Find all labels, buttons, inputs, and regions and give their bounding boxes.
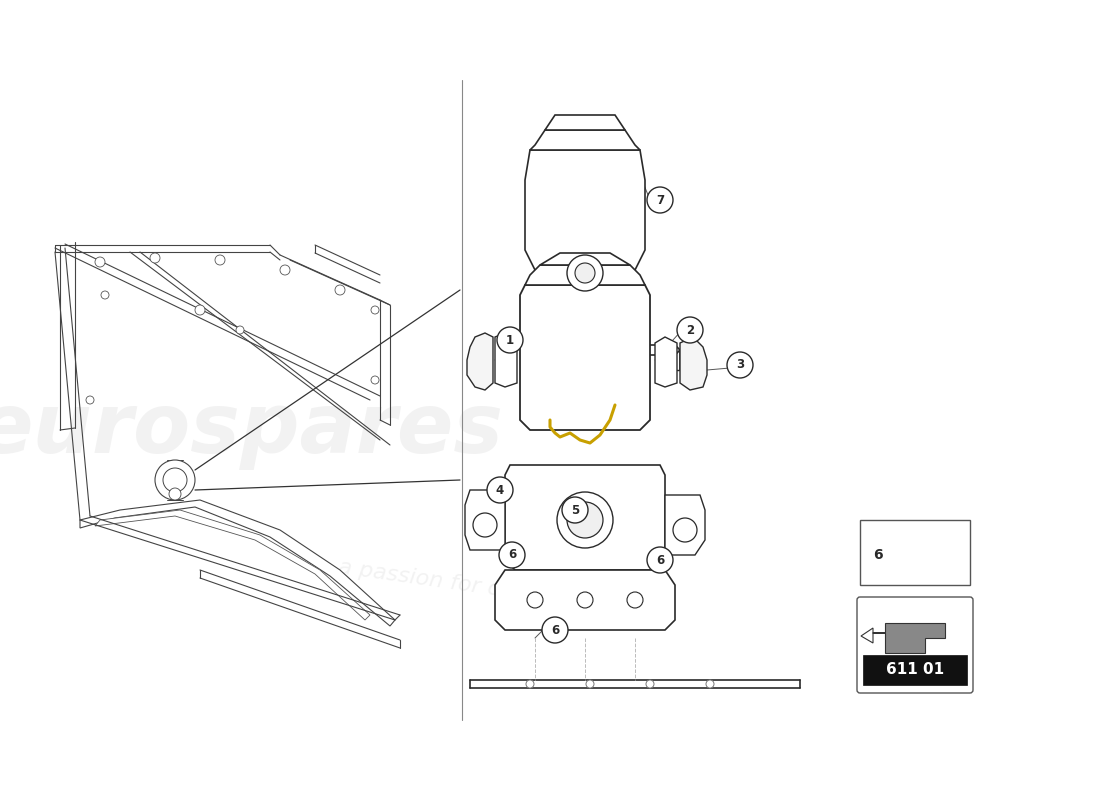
- Circle shape: [280, 265, 290, 275]
- Polygon shape: [468, 333, 493, 390]
- Text: a passion for cars since 1985: a passion for cars since 1985: [338, 558, 662, 622]
- Polygon shape: [680, 337, 707, 390]
- Text: 4: 4: [496, 483, 504, 497]
- Circle shape: [473, 513, 497, 537]
- Circle shape: [647, 547, 673, 573]
- Circle shape: [195, 305, 205, 315]
- Circle shape: [150, 253, 160, 263]
- Bar: [864, 655, 967, 685]
- Polygon shape: [540, 253, 630, 265]
- Text: 6: 6: [656, 554, 664, 566]
- Circle shape: [566, 255, 603, 291]
- Polygon shape: [525, 150, 645, 270]
- Circle shape: [557, 492, 613, 548]
- Circle shape: [336, 285, 345, 295]
- Polygon shape: [886, 623, 945, 653]
- Polygon shape: [465, 490, 505, 550]
- Circle shape: [727, 352, 754, 378]
- Circle shape: [487, 477, 513, 503]
- Polygon shape: [530, 130, 640, 150]
- Circle shape: [647, 187, 673, 213]
- Circle shape: [95, 257, 104, 267]
- Text: 3: 3: [736, 358, 744, 371]
- Text: 6: 6: [551, 623, 559, 637]
- Circle shape: [101, 291, 109, 299]
- Polygon shape: [95, 510, 370, 620]
- Polygon shape: [525, 265, 645, 285]
- Circle shape: [586, 680, 594, 688]
- Circle shape: [542, 617, 568, 643]
- Polygon shape: [861, 628, 886, 643]
- Polygon shape: [495, 333, 517, 387]
- FancyBboxPatch shape: [857, 597, 974, 693]
- Circle shape: [706, 680, 714, 688]
- Text: 6: 6: [873, 548, 883, 562]
- Circle shape: [169, 488, 182, 500]
- Polygon shape: [505, 465, 666, 570]
- Bar: [860, 520, 970, 585]
- Circle shape: [646, 680, 654, 688]
- Circle shape: [497, 327, 522, 353]
- Circle shape: [499, 542, 525, 568]
- Circle shape: [155, 460, 195, 500]
- Circle shape: [371, 376, 380, 384]
- Circle shape: [578, 592, 593, 608]
- Circle shape: [627, 592, 644, 608]
- Text: 6: 6: [508, 549, 516, 562]
- Circle shape: [527, 592, 543, 608]
- Circle shape: [86, 396, 94, 404]
- Polygon shape: [80, 500, 395, 626]
- Polygon shape: [544, 115, 625, 130]
- Text: 611 01: 611 01: [886, 662, 944, 678]
- Circle shape: [371, 306, 380, 314]
- Circle shape: [214, 255, 225, 265]
- Circle shape: [566, 502, 603, 538]
- Polygon shape: [666, 495, 705, 555]
- Polygon shape: [495, 570, 675, 630]
- Circle shape: [562, 497, 588, 523]
- Text: 2: 2: [686, 323, 694, 337]
- Circle shape: [575, 263, 595, 283]
- Circle shape: [526, 680, 534, 688]
- Text: 5: 5: [571, 503, 579, 517]
- Polygon shape: [520, 285, 650, 430]
- Circle shape: [676, 317, 703, 343]
- Text: 1: 1: [506, 334, 514, 346]
- Circle shape: [163, 468, 187, 492]
- Polygon shape: [654, 337, 676, 387]
- Circle shape: [673, 518, 697, 542]
- Text: eurospares: eurospares: [0, 390, 504, 470]
- Text: 7: 7: [656, 194, 664, 206]
- Circle shape: [236, 326, 244, 334]
